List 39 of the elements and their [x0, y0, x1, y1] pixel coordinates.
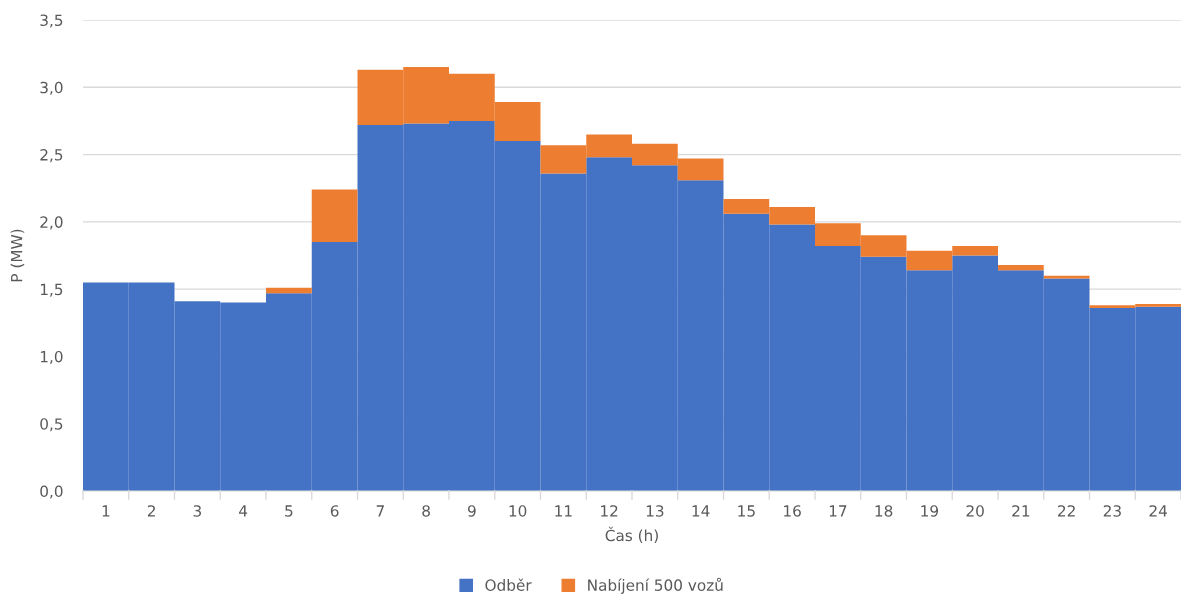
bar — [998, 264, 1044, 271]
bar — [266, 287, 312, 294]
x-tick-label: 17 — [829, 505, 847, 517]
x-tick-label: 2 — [147, 505, 155, 517]
y-tick-label: 0,5 — [40, 418, 63, 432]
y-axis-title: P (MW) — [10, 229, 25, 282]
x-tick-label: 18 — [875, 505, 893, 517]
x-tick-label: 4 — [239, 505, 248, 517]
y-tick-label: 1,5 — [40, 283, 63, 297]
y-tick-label: 3,5 — [40, 14, 63, 28]
x-tick-label: 6 — [330, 505, 339, 517]
x-tick-label: 15 — [738, 505, 755, 517]
x-tick-label: 24 — [1149, 505, 1167, 517]
x-tick-label: 16 — [784, 505, 801, 517]
x-tick-label: 5 — [285, 505, 293, 517]
y-tick-label: 2,0 — [40, 216, 63, 230]
legend-label: Odběr — [485, 578, 532, 591]
x-tick-label: 8 — [422, 505, 430, 517]
x-tick-label: 1 — [102, 505, 110, 517]
x-tick-label: 23 — [1103, 505, 1121, 517]
x-tick-label: 14 — [692, 505, 710, 517]
x-tick-label: 22 — [1058, 505, 1075, 517]
x-tick-label: 12 — [601, 505, 618, 517]
y-tick-label: 0,0 — [40, 485, 63, 499]
y-tick-label: 3,0 — [40, 81, 63, 95]
x-tick-label: 9 — [467, 505, 476, 517]
legend-label: Nabíjení 500 vozů — [588, 577, 723, 594]
x-tick-label: 19 — [921, 505, 939, 517]
x-tick-label: 13 — [646, 505, 664, 517]
y-tick-label: 2,5 — [40, 149, 63, 163]
y-tick-label: 1,0 — [40, 350, 63, 365]
x-tick-label: 11 — [555, 505, 572, 517]
x-tick-label: 10 — [509, 505, 527, 517]
x-tick-label: 3 — [193, 505, 202, 517]
x-tick-label: 20 — [966, 505, 984, 517]
x-tick-label: 21 — [1012, 505, 1030, 517]
x-tick-label: 7 — [376, 505, 384, 517]
bar — [311, 189, 358, 243]
x-axis-title: Čas (h) — [605, 526, 658, 544]
